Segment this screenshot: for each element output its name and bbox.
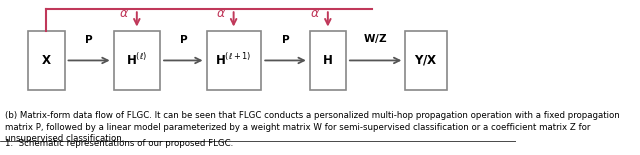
Text: $\mathbf{P}$: $\mathbf{P}$ (179, 33, 188, 45)
FancyBboxPatch shape (113, 31, 160, 90)
Text: $\mathbf{H}^{(\ell+1)}$: $\mathbf{H}^{(\ell+1)}$ (216, 53, 252, 68)
FancyBboxPatch shape (28, 31, 65, 90)
Text: $\mathbf{P}$: $\mathbf{P}$ (281, 33, 290, 45)
Text: $\alpha$: $\alpha$ (119, 7, 129, 20)
Text: (b) Matrix-form data flow of FLGC. It can be seen that FLGC conducts a personali: (b) Matrix-form data flow of FLGC. It ca… (5, 111, 620, 143)
FancyBboxPatch shape (405, 31, 447, 90)
Text: $\mathbf{P}$: $\mathbf{P}$ (84, 33, 93, 45)
Text: $\alpha$: $\alpha$ (310, 7, 320, 20)
FancyBboxPatch shape (310, 31, 346, 90)
FancyBboxPatch shape (207, 31, 260, 90)
Text: $\mathbf{X}$: $\mathbf{X}$ (41, 54, 52, 67)
Text: $\mathbf{H}^{(\ell)}$: $\mathbf{H}^{(\ell)}$ (126, 53, 147, 68)
Text: $\mathbf{Y/X}$: $\mathbf{Y/X}$ (414, 53, 438, 67)
Text: $\alpha$: $\alpha$ (216, 7, 226, 20)
Text: $\mathbf{H}$: $\mathbf{H}$ (323, 54, 333, 67)
Text: $\mathbf{W/Z}$: $\mathbf{W/Z}$ (364, 32, 388, 45)
Text: 1.  Schematic representations of our proposed FLGC.: 1. Schematic representations of our prop… (5, 139, 234, 148)
